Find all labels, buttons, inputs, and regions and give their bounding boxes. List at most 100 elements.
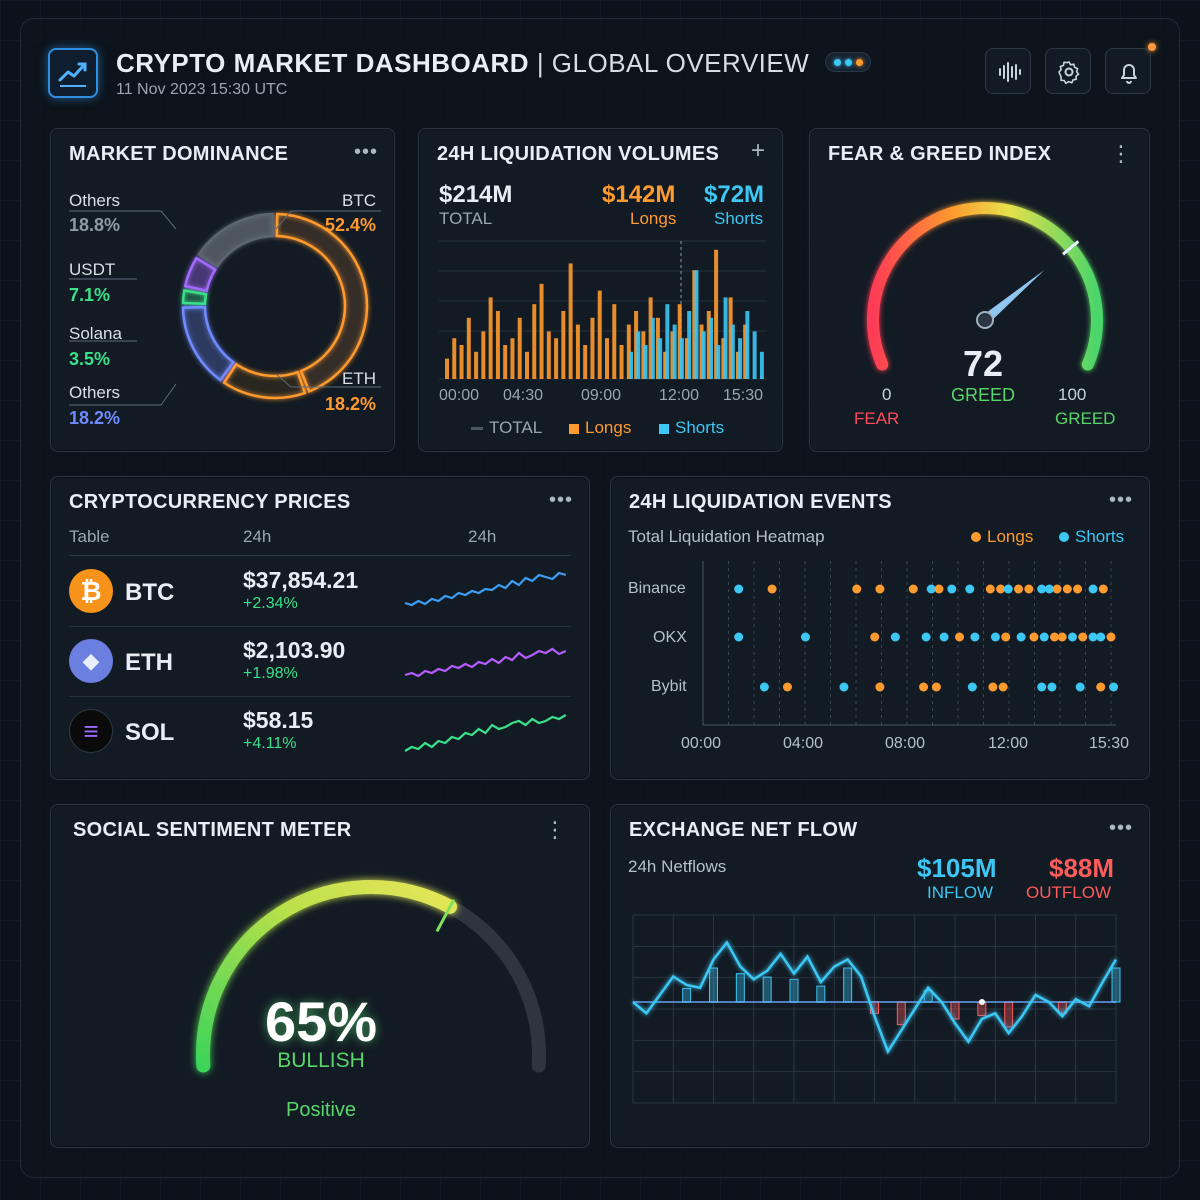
event-dot-long[interactable] (870, 632, 880, 642)
panel-title: EXCHANGE NET FLOW (629, 819, 858, 841)
add-icon[interactable]: + (750, 137, 766, 164)
sentiment-label: BULLISH (277, 1049, 365, 1072)
event-dot-long[interactable] (852, 584, 862, 594)
more-menu-icon[interactable]: ⋮ (544, 817, 567, 842)
event-dot-short[interactable] (1037, 584, 1047, 594)
event-dot-short[interactable] (1044, 584, 1054, 594)
event-dot-long[interactable] (1062, 584, 1072, 594)
event-dot-short[interactable] (734, 632, 744, 642)
event-dot-long[interactable] (1098, 584, 1108, 594)
x-tick: 04:00 (783, 735, 824, 752)
event-dot-short[interactable] (947, 584, 957, 594)
fear-greed-gauge (867, 202, 1103, 371)
donut-slice-usdt[interactable] (183, 256, 217, 293)
event-dot-long[interactable] (875, 584, 885, 594)
event-dot-short[interactable] (1096, 632, 1106, 642)
bar-longs (634, 311, 639, 379)
event-dot-long[interactable] (931, 682, 941, 692)
legend-total-label: TOTAL (489, 418, 543, 437)
event-dot-long[interactable] (1050, 632, 1060, 642)
event-dot-short[interactable] (1088, 632, 1098, 642)
event-dot-long[interactable] (1106, 632, 1116, 642)
more-menu-icon[interactable]: ⋮ (1110, 141, 1133, 166)
event-dot-long[interactable] (1024, 584, 1034, 594)
event-dot-long[interactable] (1073, 584, 1083, 594)
event-dot-long[interactable] (998, 682, 1008, 692)
event-dot-long[interactable] (782, 682, 792, 692)
bell-icon (1121, 64, 1137, 84)
event-dot-short[interactable] (1037, 682, 1047, 692)
event-dot-long[interactable] (919, 682, 929, 692)
notification-dot (1148, 43, 1156, 51)
coin-price: $37,854.21 (243, 567, 359, 593)
settings-button[interactable] (1045, 48, 1091, 94)
notifications-button[interactable] (1105, 43, 1156, 94)
event-dot-short[interactable] (1047, 682, 1057, 692)
event-dot-long[interactable] (934, 584, 944, 594)
event-dot-long[interactable] (1014, 584, 1024, 594)
outflow-value: $88M (1049, 853, 1115, 883)
event-dot-long[interactable] (985, 584, 995, 594)
more-menu-icon[interactable]: ••• (1108, 489, 1133, 511)
panel-title: FEAR & GREED INDEX (828, 143, 1052, 165)
event-dot-short[interactable] (1075, 682, 1085, 692)
longs-label: Longs (630, 209, 677, 228)
sol-sparkline (404, 714, 567, 752)
event-dot-short[interactable] (926, 584, 936, 594)
event-dot-short[interactable] (990, 632, 1000, 642)
netflow-line-chart (632, 914, 1121, 1104)
event-dot-long[interactable] (988, 682, 998, 692)
event-dot-long[interactable] (955, 632, 965, 642)
table-row[interactable]: ◆ ETH $2,103.90 +1.98% (51, 627, 591, 697)
bar-longs (655, 317, 660, 379)
donut-slice-solana[interactable] (181, 289, 208, 305)
sparkline-path (404, 647, 567, 678)
sentiment-gauge (196, 880, 546, 1073)
chart-subtitle: 24h Netflows (628, 857, 727, 876)
event-dot-short[interactable] (1003, 584, 1013, 594)
more-menu-icon[interactable]: ••• (353, 141, 378, 163)
donut-slice-eth[interactable] (222, 362, 307, 400)
table-row[interactable]: ≡ SOL $58.15 +4.11% (51, 697, 591, 767)
event-dot-short[interactable] (939, 632, 949, 642)
bar-longs (619, 345, 624, 379)
donut-slice-others[interactable] (197, 212, 275, 269)
exchange-label: Binance (628, 580, 686, 597)
event-dot-short[interactable] (1109, 682, 1119, 692)
event-dot-long[interactable] (875, 682, 885, 692)
event-dot-short[interactable] (967, 682, 977, 692)
bar-shorts (687, 311, 692, 379)
donut-slice-btc[interactable] (275, 212, 369, 394)
event-dot-short[interactable] (734, 584, 744, 594)
event-dot-short[interactable] (1067, 632, 1077, 642)
event-dot-short[interactable] (965, 584, 975, 594)
coin-symbol: ETH (125, 649, 173, 676)
event-dot-short[interactable] (759, 682, 769, 692)
event-dot-long[interactable] (1078, 632, 1088, 642)
event-dot-short[interactable] (1016, 632, 1026, 642)
legend-longs-label: Longs (987, 527, 1034, 546)
more-menu-icon[interactable]: ••• (548, 489, 573, 511)
event-dot-short[interactable] (921, 632, 931, 642)
event-dot-short[interactable] (1039, 632, 1049, 642)
event-dot-short[interactable] (890, 632, 900, 642)
event-dot-short[interactable] (800, 632, 810, 642)
event-dot-long[interactable] (996, 584, 1006, 594)
bar-longs (445, 358, 449, 379)
table-row[interactable]: ₿ BTC $37,854.21 +2.34% (51, 557, 591, 627)
event-dot-long[interactable] (1096, 682, 1106, 692)
event-dot-short[interactable] (1088, 584, 1098, 594)
timestamp: 11 Nov 2023 15:30 UTC (116, 81, 288, 98)
more-menu-icon[interactable]: ••• (1108, 817, 1133, 839)
event-dot-short[interactable] (839, 682, 849, 692)
event-dot-long[interactable] (1001, 632, 1011, 642)
event-dot-long[interactable] (1057, 632, 1067, 642)
event-dot-long[interactable] (1029, 632, 1039, 642)
event-dot-long[interactable] (908, 584, 918, 594)
donut-slice-others[interactable] (181, 305, 236, 382)
sentiment-value: 65% (264, 990, 378, 1053)
event-dot-long[interactable] (767, 584, 777, 594)
event-dot-short[interactable] (970, 632, 980, 642)
activity-button[interactable] (985, 48, 1031, 94)
event-dot-long[interactable] (1052, 584, 1062, 594)
